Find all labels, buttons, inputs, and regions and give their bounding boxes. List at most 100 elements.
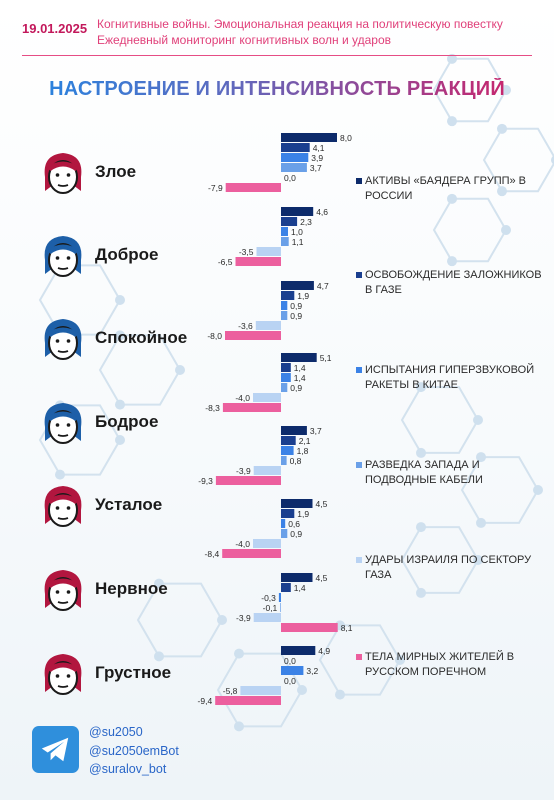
- chart-bar: [235, 257, 281, 266]
- chart-bar: [253, 613, 281, 622]
- chart-value-label: -4,0: [235, 393, 250, 403]
- chart-value-label: 1,0: [291, 227, 303, 237]
- chart-bar: [225, 331, 281, 340]
- chart-value-label: -3,9: [236, 613, 251, 623]
- chart-value-label: -3,9: [236, 466, 251, 476]
- chart-value-label: 2,3: [300, 217, 312, 227]
- legend-item: ОСВОБОЖДЕНИЕ ЗАЛОЖНИКОВ В ГАЗЕ: [356, 268, 545, 298]
- chart-bar: [281, 373, 291, 382]
- chart-value-label: 0,9: [290, 529, 302, 539]
- chart-bar: [256, 247, 281, 256]
- header-divider: [22, 55, 532, 56]
- chart-bar: [280, 603, 281, 612]
- chart-value-label: 4,1: [313, 143, 325, 153]
- sad-face-icon: [44, 654, 82, 695]
- chart-value-label: 0,9: [290, 301, 302, 311]
- mood-label: Усталое: [95, 495, 163, 514]
- chart-value-label: -6,5: [218, 257, 233, 267]
- telegram-icon[interactable]: [32, 726, 79, 773]
- telegram-handle-link[interactable]: @su2050: [89, 725, 143, 739]
- chart-bar: [240, 686, 281, 695]
- chart-bar: [215, 696, 281, 705]
- chart-bar: [281, 583, 291, 592]
- chart-value-label: 1,8: [297, 446, 309, 456]
- chart-value-label: 8,1: [341, 623, 353, 633]
- legend-item: УДАРЫ ИЗРАИЛЯ ПО СЕКТОРУ ГАЗА: [356, 553, 545, 583]
- chart-value-label: 4,7: [317, 281, 329, 291]
- chart-value-label: -0,1: [263, 603, 278, 613]
- chart-bar: [281, 143, 310, 152]
- calm-face-icon: [44, 319, 82, 360]
- chart-bar: [253, 539, 281, 548]
- chart-bar: [281, 666, 304, 675]
- chart-bar: [281, 426, 307, 435]
- cheerful-face-icon: [44, 403, 82, 444]
- chart-bar: [278, 593, 281, 602]
- report-description: Ежедневный мониторинг когнитивных волн и…: [97, 33, 391, 47]
- nervous-face-icon: [44, 570, 82, 611]
- chart-value-label: 1,9: [297, 291, 309, 301]
- chart-value-label: -4,0: [235, 539, 250, 549]
- chart-value-label: -7,9: [208, 183, 223, 193]
- chart-value-label: 1,4: [294, 373, 306, 383]
- chart-value-label: 4,5: [316, 499, 328, 509]
- chart-bar: [281, 363, 291, 372]
- chart-bar: [281, 133, 337, 142]
- chart-bar: [281, 383, 288, 392]
- report-date: 19.01.2025: [22, 21, 88, 36]
- chart-bar: [281, 281, 314, 290]
- mood-label: Бодрое: [95, 412, 159, 431]
- chart-bar: [225, 183, 281, 192]
- chart-bar: [281, 509, 295, 518]
- chart-value-label: 1,1: [292, 237, 304, 247]
- chart-value-label: 0,6: [288, 519, 300, 529]
- mood-label: Грустное: [95, 663, 172, 682]
- chart-value-label: 3,2: [306, 666, 318, 676]
- mood-label: Нервное: [95, 579, 168, 598]
- chart-value-label: 1,4: [294, 583, 306, 593]
- chart-bar: [222, 549, 281, 558]
- angry-face-icon: [44, 153, 82, 194]
- chart-value-label: -8,0: [207, 331, 222, 341]
- chart-bar: [281, 456, 287, 465]
- chart-bar: [222, 403, 281, 412]
- legend-swatch: [356, 557, 362, 563]
- chart-bar: [281, 163, 307, 172]
- chart-bar: [281, 353, 317, 362]
- telegram-handle-link[interactable]: @suralov_bot: [89, 762, 167, 776]
- chart-value-label: -3,6: [238, 321, 253, 331]
- legend-swatch: [356, 272, 362, 278]
- chart-bar: [281, 207, 314, 216]
- chart-value-label: 3,9: [311, 153, 323, 163]
- chart-value-label: 3,7: [310, 163, 322, 173]
- chart-bar: [281, 153, 309, 162]
- report-subtitle: Когнитивные войны. Эмоциональная реакция…: [97, 17, 503, 31]
- legend-item: ТЕЛА МИРНЫХ ЖИТЕЛЕЙ В РУССКОМ ПОРЕЧНОМ: [356, 650, 545, 680]
- chart-bar: [281, 436, 296, 445]
- tired-face-icon: [44, 486, 82, 527]
- legend-swatch: [356, 462, 362, 468]
- chart-value-label: 4,6: [316, 207, 328, 217]
- legend-swatch: [356, 654, 362, 660]
- legend-swatch: [356, 367, 362, 373]
- chart-bar: [281, 623, 338, 632]
- chart-value-label: -0,3: [261, 593, 276, 603]
- chart-value-label: 0,0: [284, 173, 296, 183]
- chart-value-label: -8,3: [205, 403, 220, 413]
- chart-value-label: 5,1: [320, 353, 332, 363]
- telegram-handle-link[interactable]: @su2050emBot: [89, 744, 179, 758]
- chart-value-label: -3,5: [239, 247, 254, 257]
- chart-bar: [281, 237, 289, 246]
- legend-item: АКТИВЫ «БАЯДЕРА ГРУПП» В РОССИИ: [356, 174, 545, 204]
- kind-face-icon: [44, 236, 82, 277]
- chart-value-label: 0,0: [284, 676, 296, 686]
- chart-bar: [215, 476, 281, 485]
- chart-value-label: 4,9: [318, 646, 330, 656]
- chart-bar: [253, 393, 281, 402]
- chart-value-label: 3,7: [310, 426, 322, 436]
- chart-value-label: 1,9: [297, 509, 309, 519]
- chart-value-label: 2,1: [299, 436, 311, 446]
- chart-bar: [281, 446, 294, 455]
- chart-bar: [253, 466, 281, 475]
